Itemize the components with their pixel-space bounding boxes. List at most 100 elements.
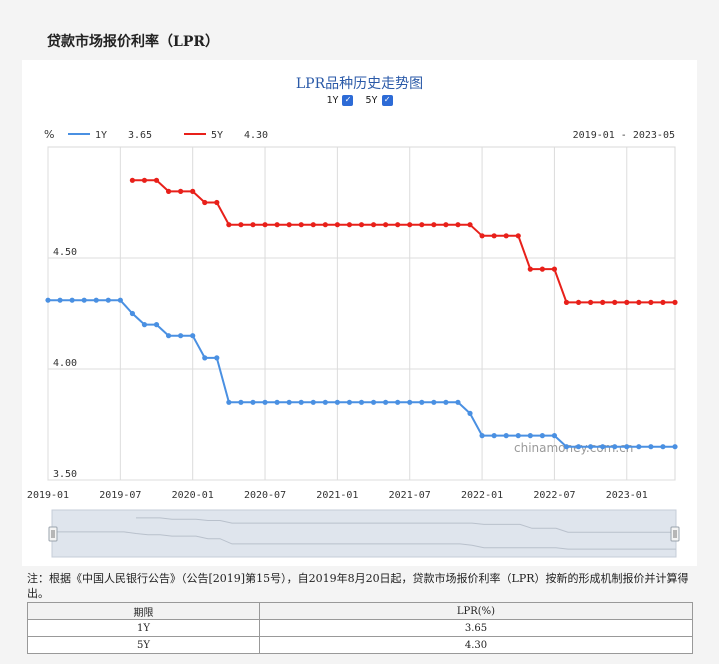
data-point: [334, 222, 340, 228]
table-header-row: 期限 LPR(%): [27, 602, 694, 620]
data-point: [81, 297, 87, 303]
data-point: [214, 355, 220, 361]
data-point: [45, 297, 51, 303]
navigator-handle-right[interactable]: [670, 526, 680, 542]
data-point: [527, 433, 533, 439]
data-point: [322, 399, 328, 405]
data-point: [250, 399, 256, 405]
data-point: [624, 444, 630, 450]
data-point: [165, 188, 172, 194]
data-point: [612, 444, 618, 450]
legend-latest: 3.65: [128, 130, 152, 141]
toggle-1y[interactable]: 1Y ✓: [326, 95, 354, 106]
data-point: [419, 222, 425, 228]
table-cell-term: 1Y: [27, 619, 260, 637]
data-point: [238, 222, 244, 228]
data-point: [600, 299, 606, 305]
data-point: [563, 444, 570, 450]
data-point: [551, 433, 558, 439]
series-toggles: 1Y ✓ 5Y ✓: [22, 95, 697, 106]
navigator-handle-left[interactable]: [48, 526, 58, 542]
data-point: [575, 299, 582, 305]
series-line-5y: [132, 179, 675, 304]
data-point: [153, 322, 160, 328]
series-line-1y: [48, 299, 675, 448]
data-point: [539, 433, 545, 439]
chart-title: LPR品种历史走势图: [295, 76, 424, 92]
table-cell-rate: 4.30: [258, 636, 694, 654]
chart-panel: LPR品种历史走势图 1Y ✓ 5Y ✓ 3.50 4.00 4.50 2019-01 20…: [22, 60, 697, 566]
x-tick-label: 2021-07: [389, 490, 431, 501]
table-cell-rate: 3.65: [258, 619, 694, 637]
data-point: [129, 177, 136, 183]
data-point: [648, 444, 654, 450]
data-point: [383, 222, 389, 228]
data-point: [660, 299, 666, 305]
date-range-label: 2019-01 - 2023-05: [573, 130, 675, 141]
data-point: [395, 222, 401, 228]
x-tick-label: 2019-01: [27, 490, 69, 501]
data-point: [214, 199, 220, 206]
data-point: [165, 333, 172, 339]
data-point: [310, 399, 316, 405]
data-point: [322, 222, 328, 228]
data-point: [479, 433, 485, 439]
data-point: [117, 297, 123, 303]
data-point: [105, 297, 111, 303]
toggle-5y-label: 5Y: [365, 95, 378, 106]
data-point: [672, 299, 678, 305]
data-point: [515, 233, 521, 239]
data-point: [238, 399, 244, 405]
data-point: [262, 399, 268, 405]
data-point: [286, 399, 292, 405]
data-point: [431, 222, 437, 228]
data-point: [575, 444, 582, 450]
data-point: [672, 444, 678, 450]
data-point: [600, 444, 606, 450]
data-point: [407, 222, 413, 228]
data-point: [190, 333, 196, 339]
data-point: [587, 444, 594, 450]
table-header-rate: LPR(%): [258, 602, 694, 620]
data-point: [467, 410, 473, 416]
footnote: 注：根据《中国人民银行公告》（公告[2019]第15号），自2019年8月20日…: [27, 572, 689, 600]
data-point: [648, 299, 654, 305]
data-point: [190, 188, 196, 194]
data-point: [310, 222, 316, 228]
y-tick-label: 4.00: [53, 358, 77, 369]
data-point: [636, 299, 642, 305]
toggle-5y[interactable]: 5Y ✓: [366, 95, 393, 106]
data-point: [178, 188, 184, 194]
data-point: [358, 222, 365, 228]
data-point: [250, 222, 256, 228]
data-point: [202, 355, 208, 361]
data-point: [141, 322, 148, 328]
x-tick-label: 2022-01: [461, 490, 503, 501]
x-tick-label: 2022-07: [533, 490, 575, 501]
checkbox-1y[interactable]: ✓: [342, 95, 354, 106]
legend-name: 1Y: [95, 130, 107, 141]
table-row: 1Y 3.65: [27, 619, 694, 637]
data-point: [57, 297, 63, 303]
data-point: [431, 399, 437, 405]
data-point: [298, 222, 304, 228]
page-heading: 贷款市场报价利率（LPR）: [47, 34, 220, 50]
data-point: [178, 333, 184, 339]
data-point: [551, 266, 558, 272]
data-point: [202, 199, 208, 206]
data-point: [419, 399, 425, 405]
data-point: [515, 433, 521, 439]
x-tick-label: 2021-01: [316, 490, 358, 501]
data-point: [395, 399, 401, 405]
chart-svg: 3.50 4.00 4.50 2019-01 2019-07 2020-01 2020-07…: [27, 128, 680, 558]
data-point: [612, 299, 618, 305]
data-point: [370, 222, 377, 228]
data-point: [69, 297, 75, 303]
checkbox-5y[interactable]: ✓: [381, 95, 393, 106]
table-row: 5Y 4.30: [27, 636, 694, 654]
data-point: [491, 433, 497, 439]
y-tick-label: 3.50: [53, 469, 77, 480]
data-point: [346, 399, 353, 405]
unit-label: %: [44, 128, 54, 141]
data-point: [370, 399, 377, 405]
